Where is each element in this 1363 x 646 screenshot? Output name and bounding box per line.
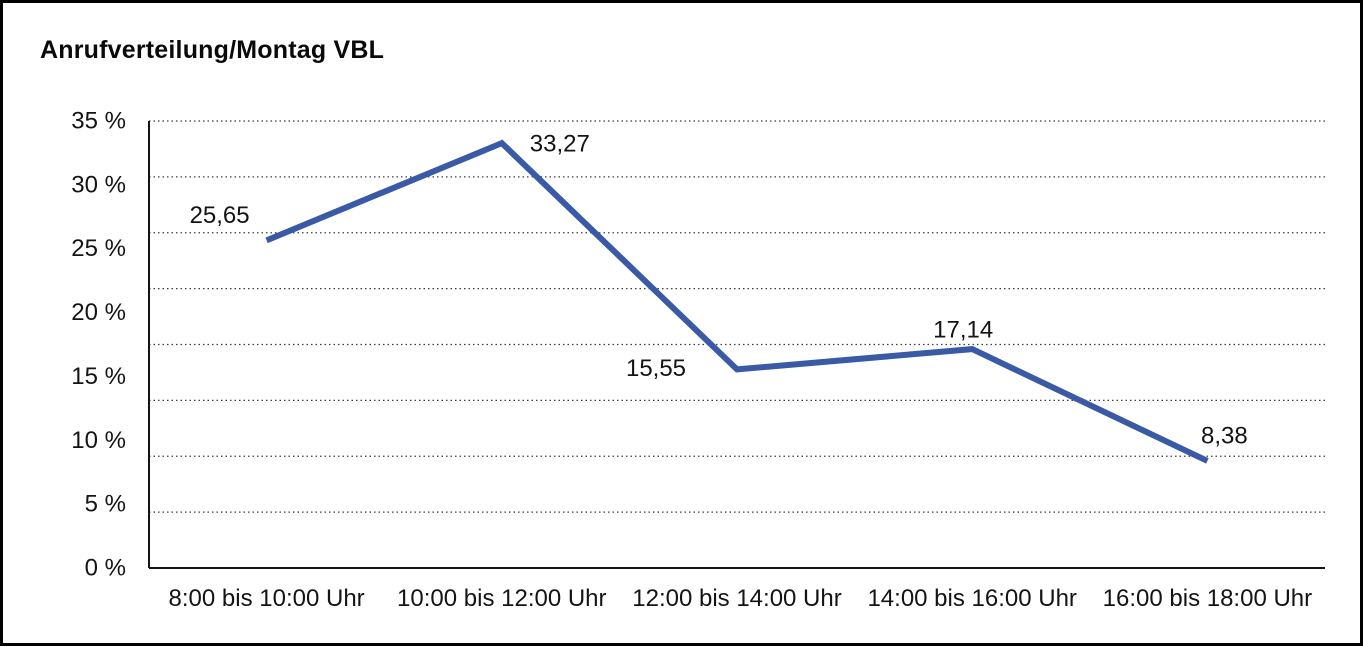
- chart-title: Anrufverteilung/Montag VBL: [40, 36, 385, 64]
- line-chart: 0 % 5 % 10 % 15 % 20 % 25 % 30 % 35 % 8:00 bis 1…: [71, 108, 1325, 612]
- data-line: [265, 139, 1209, 464]
- point-value-label: 15,55: [626, 355, 686, 382]
- y-tick-label: 35 %: [71, 108, 126, 135]
- x-tick-label: 16:00 bis 18:00 Uhr: [1103, 585, 1312, 612]
- y-tick-label: 0 %: [85, 555, 126, 582]
- x-tick-label: 12:00 bis 14:00 Uhr: [632, 585, 841, 612]
- x-tick-label: 14:00 bis 16:00 Uhr: [867, 585, 1076, 612]
- point-value-label: 25,65: [190, 202, 250, 229]
- point-value-label: 33,27: [530, 131, 590, 158]
- y-tick-label: 10 %: [71, 427, 126, 454]
- y-tick-label: 15 %: [71, 363, 126, 390]
- point-value-label: 17,14: [933, 317, 993, 344]
- y-tick-label: 25 %: [71, 235, 126, 262]
- y-tick-label: 5 %: [85, 491, 126, 518]
- y-tick-label: 20 %: [71, 299, 126, 326]
- x-tick-label: 10:00 bis 12:00 Uhr: [397, 585, 606, 612]
- y-tick-label: 30 %: [71, 171, 126, 198]
- x-tick-label: 8:00 bis 10:00 Uhr: [169, 585, 365, 612]
- point-value-label: 8,38: [1201, 422, 1248, 449]
